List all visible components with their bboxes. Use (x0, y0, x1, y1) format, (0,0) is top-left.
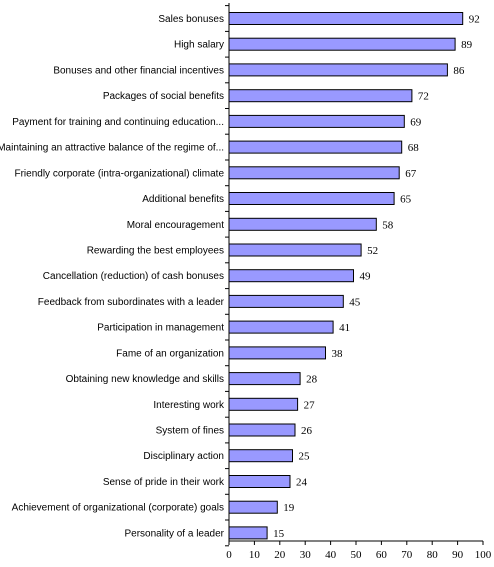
category-label: Packages of social benefits (103, 91, 224, 102)
bar (228, 475, 291, 488)
data-label: 24 (296, 477, 308, 489)
category-label: Rewarding the best employees (87, 246, 224, 257)
data-label: 25 (299, 451, 311, 463)
bar (228, 372, 301, 386)
data-label: 92 (469, 14, 480, 26)
data-label: 65 (400, 194, 412, 206)
category-label: Disciplinary action (143, 451, 224, 462)
bar (228, 192, 395, 205)
category-label: Friendly corporate (intra-organizational… (14, 168, 224, 179)
x-tick-label: 100 (475, 549, 492, 561)
data-label: 89 (461, 39, 473, 51)
bar (228, 37, 456, 51)
x-tick-label: 0 (226, 549, 232, 561)
data-label: 86 (453, 65, 465, 77)
data-label: 72 (418, 91, 429, 103)
data-label: 15 (273, 528, 285, 540)
bar (228, 89, 413, 103)
data-label: 52 (367, 245, 378, 257)
data-label: 38 (332, 348, 344, 360)
data-label: 28 (306, 374, 318, 386)
category-label: High salary (174, 40, 224, 51)
category-label: Interesting work (153, 400, 225, 411)
data-label: 67 (405, 168, 417, 180)
bar (228, 243, 362, 257)
data-label: 69 (410, 116, 422, 128)
bar (228, 63, 448, 77)
x-tick-label: 10 (249, 549, 261, 561)
data-label: 26 (301, 425, 313, 437)
category-labels-layer: Sales bonuses High salary Bonuses and othe… (0, 14, 225, 539)
data-label: 68 (408, 142, 420, 154)
x-tick-label: 30 (300, 549, 312, 561)
x-tick-label: 90 (452, 549, 464, 561)
category-label: Additional benefits (142, 194, 224, 205)
bar (228, 346, 326, 360)
bar (228, 320, 334, 334)
bar (228, 397, 299, 411)
category-label: Maintaining an attractive balance of the… (0, 143, 224, 154)
x-tick-label: 50 (351, 549, 363, 561)
x-axis: 0 10 20 30 40 50 60 70 80 90 100 (225, 3, 492, 561)
category-label: Moral encouragement (127, 220, 224, 231)
category-label: Sales bonuses (158, 14, 224, 25)
bar (228, 294, 344, 308)
x-tick-label: 80 (427, 549, 439, 561)
data-label: 58 (382, 219, 394, 231)
data-label: 41 (339, 322, 350, 334)
data-label: 45 (349, 296, 361, 308)
bar (228, 140, 403, 154)
category-label: Personality of a leader (124, 528, 224, 539)
category-label: System of fines (156, 426, 224, 437)
data-label: 49 (360, 271, 372, 283)
category-label: Fame of an organization (116, 348, 224, 359)
bar (228, 12, 464, 25)
bar (228, 423, 296, 437)
category-label: Obtaining new knowledge and skills (66, 374, 224, 385)
x-tick-label: 40 (325, 549, 337, 561)
category-label: Bonuses and other financial incentives (53, 65, 224, 76)
bar (228, 269, 354, 283)
category-label: Feedback from subordinates with a leader (38, 297, 225, 308)
bar (228, 449, 293, 463)
bar (228, 500, 278, 514)
bar (228, 526, 268, 540)
data-label: 19 (283, 502, 295, 514)
data-label: 27 (304, 399, 316, 411)
value-labels-layer: 92 89 86 72 69 68 67 65 58 52 49 45 41 38 28 27 26 25 24 19… (273, 14, 480, 540)
category-label: Participation in management (97, 323, 224, 334)
x-tick-label: 60 (376, 549, 388, 561)
bar (228, 114, 405, 128)
category-label: Payment for training and continuing educ… (12, 117, 224, 128)
category-label: Achievement of organizational (corporate… (12, 503, 224, 514)
bar (228, 166, 400, 180)
x-tick-label: 70 (401, 549, 413, 561)
category-label: Sense of pride in their work (103, 477, 225, 488)
bar (228, 217, 377, 231)
category-label: Cancellation (reduction) of cash bonuses (43, 271, 224, 282)
x-tick-label: 20 (274, 549, 286, 561)
